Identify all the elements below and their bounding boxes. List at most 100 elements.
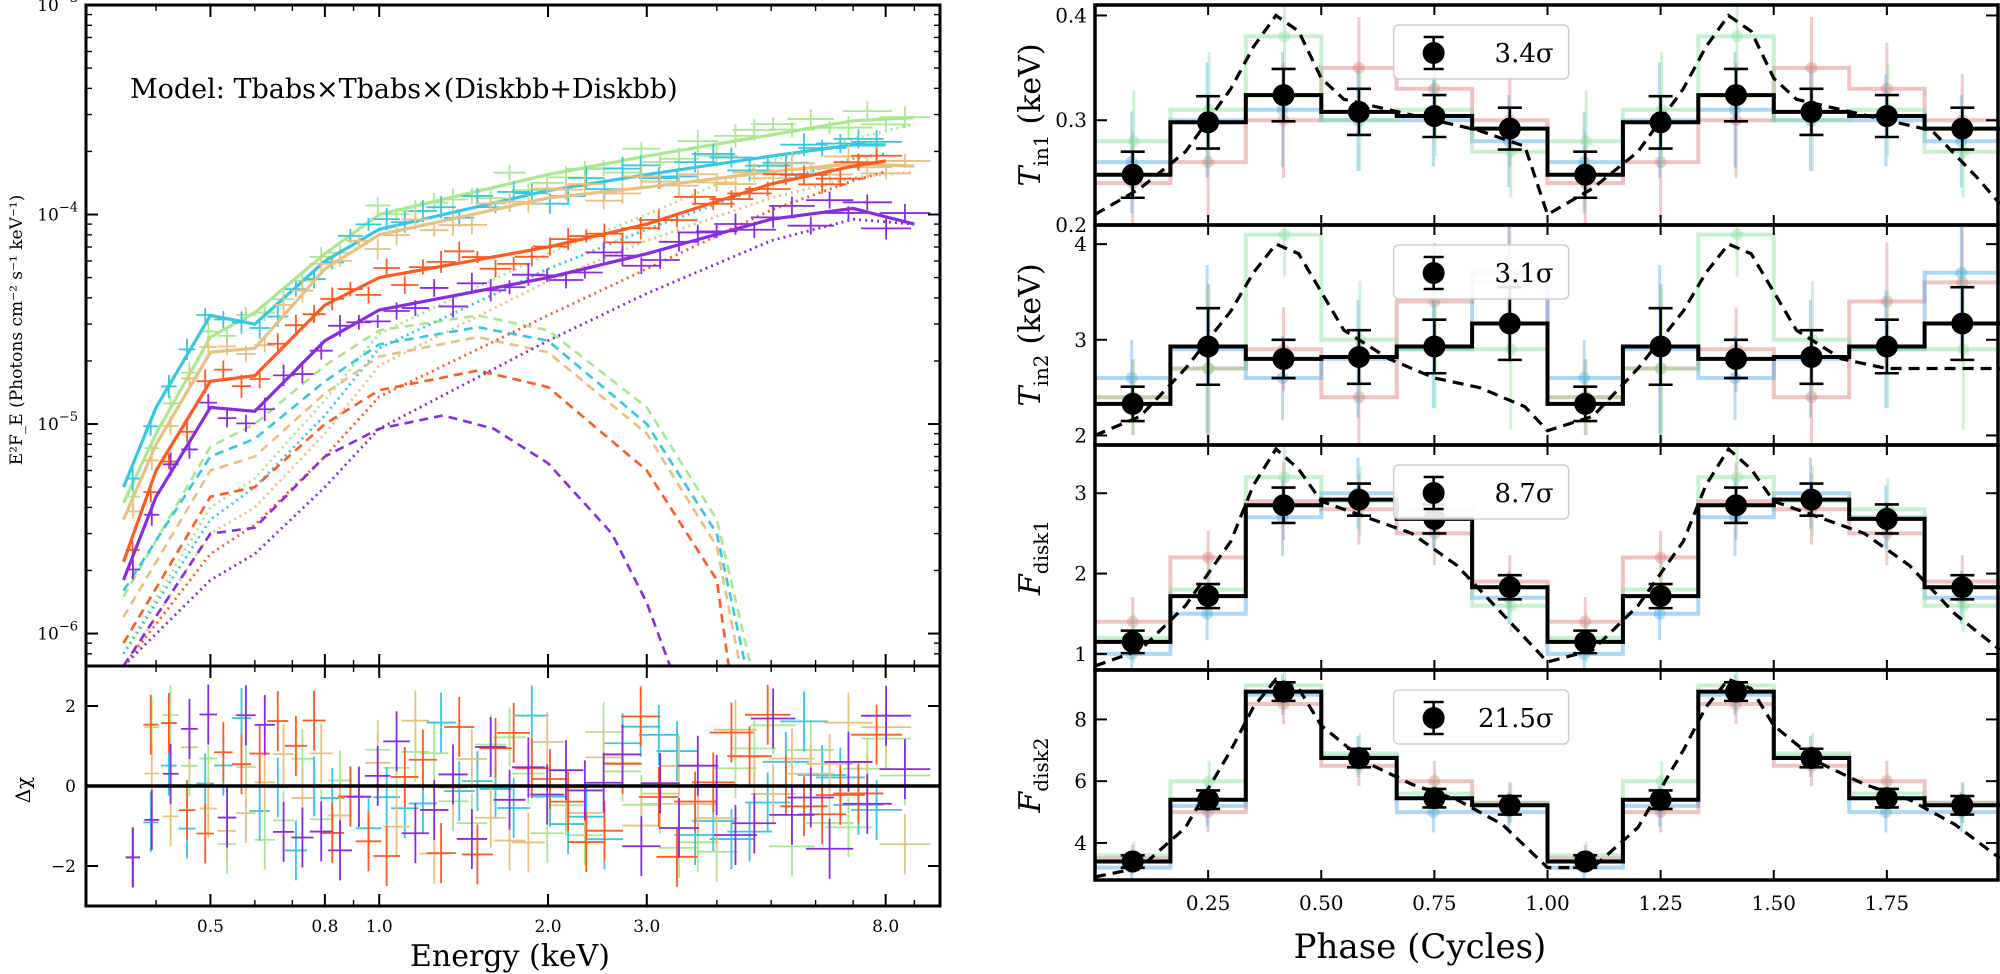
black-data-point [1951, 117, 1974, 140]
residual-data-point [511, 812, 545, 873]
residual-data-point [214, 722, 233, 783]
residual-data-point [780, 691, 828, 752]
spectrum-data-point [744, 181, 791, 197]
spectrum-data-point [603, 183, 642, 204]
black-data-point [1574, 630, 1597, 653]
hard-disk-component-line [122, 152, 886, 655]
spectrum-data-point [695, 224, 738, 239]
red-data-point [1956, 276, 1969, 289]
red-data-point [1654, 551, 1667, 564]
spectrum-data-point [401, 209, 430, 230]
residual-data-point [426, 823, 456, 884]
fdisk2-panel: 21.5σ 4 6 8 Fdisk2 0.25 0.50 0.75 1.00 1.25 1.50 1.… [1013, 668, 2000, 915]
spectrum-data-point [677, 167, 719, 181]
residual-data-point [833, 763, 884, 824]
phase-ytick-label: 4 [1074, 232, 1087, 256]
phase-xtick-label: 1.75 [1865, 891, 1910, 915]
spectrum-data-point [815, 133, 865, 154]
residual-data-point [750, 763, 796, 824]
red-data-point [1805, 61, 1818, 74]
residual-data-point [769, 728, 815, 789]
spectrum-data-point [181, 439, 198, 459]
spectrum-data-point [309, 254, 333, 274]
residual-data-point [199, 684, 218, 745]
spectrum-data-point [732, 119, 777, 141]
spectrum-data-point [236, 345, 256, 363]
residual-data-point [585, 752, 622, 813]
residual-data-point [532, 748, 568, 809]
fdisk1-panel: 8.7σ 1 2 3 Fdisk1 [1013, 443, 2000, 672]
residual-data-point [567, 760, 603, 821]
spectrum-data-point [461, 188, 493, 204]
spectrum-data-point [217, 408, 237, 428]
phase-ytick-label: 0.2 [1055, 213, 1087, 237]
spectrum-data-point [567, 174, 603, 195]
residual-data-point [744, 684, 791, 745]
residual-data-point [493, 707, 526, 768]
residual-data-point [267, 691, 289, 752]
residual-data-point [420, 779, 449, 840]
spectrum-data-point [861, 117, 912, 132]
spectrum-data-point [420, 192, 449, 213]
residuals-ylabel: Δχ [11, 777, 35, 804]
spectrum-data-point [658, 232, 700, 252]
spectrum-data-point [364, 314, 391, 328]
residual-data-point [621, 686, 661, 747]
red-data-point [1880, 82, 1893, 95]
phase-panel-ylabel: Tin1 (keV) [1013, 43, 1053, 186]
phase-plot-area [1095, 445, 2000, 670]
residuals-plot-area [86, 684, 940, 888]
residual-data-point [249, 723, 270, 784]
red-data-point [1428, 775, 1441, 788]
blue-data-point [1201, 607, 1214, 620]
residual-data-point [373, 825, 400, 886]
black-data-point [1725, 84, 1748, 107]
spectrum-data-point [787, 162, 834, 175]
green-data-point [1580, 135, 1593, 148]
spectrum-data-point [622, 141, 661, 156]
spectrum-data-point [824, 206, 873, 220]
spectrum-data-point [861, 217, 912, 240]
energy-xtick-label: 1.0 [366, 917, 393, 937]
spectrum-data-point [787, 216, 834, 235]
residual-data-point [824, 797, 873, 858]
residual-data-point [732, 793, 777, 854]
spectrum-data-point [125, 466, 140, 491]
phase-ytick-label: 0.3 [1055, 108, 1087, 132]
residual-data-point [815, 765, 865, 826]
black-data-point [1725, 680, 1748, 703]
residual-data-point [254, 694, 275, 755]
residual-data-point [272, 724, 295, 785]
residual-data-point [355, 811, 382, 872]
spectrum-data-point [426, 196, 456, 219]
spectrum-data-point [236, 414, 256, 433]
spectrum-data-point [254, 397, 275, 421]
spectrum-data-point [214, 360, 233, 379]
residuals-ytick-label: −2 [51, 857, 76, 877]
spectrum-data-point [727, 159, 772, 182]
residual-data-point [514, 685, 549, 746]
black-data-point [1197, 585, 1220, 608]
black-data-point [1649, 335, 1672, 358]
spectrum-data-point [493, 191, 526, 213]
spectrum-data-point [346, 233, 372, 248]
residual-data-point [254, 752, 275, 813]
phase-plot-area [1095, 5, 2000, 225]
residual-data-point [805, 733, 854, 794]
red-data-point [1880, 775, 1893, 788]
phase-ytick-label: 0.4 [1055, 3, 1087, 27]
phase-ytick-label: 4 [1074, 831, 1087, 855]
spectrum-data-point [144, 503, 160, 526]
black-data-point [1875, 787, 1898, 810]
residual-data-point [196, 803, 214, 864]
legend-box [1392, 689, 1570, 745]
residual-data-point [426, 692, 456, 753]
spectrum-data-point [656, 170, 698, 183]
black-data-point [1121, 163, 1144, 186]
spectrum-data-point [493, 164, 526, 181]
spectrum-data-point [231, 311, 252, 334]
ylabel-symbol: F [1013, 573, 1048, 596]
black-data-point [1951, 576, 1974, 599]
spectrum-data-point [842, 194, 892, 211]
blue-data-point [1653, 607, 1666, 620]
